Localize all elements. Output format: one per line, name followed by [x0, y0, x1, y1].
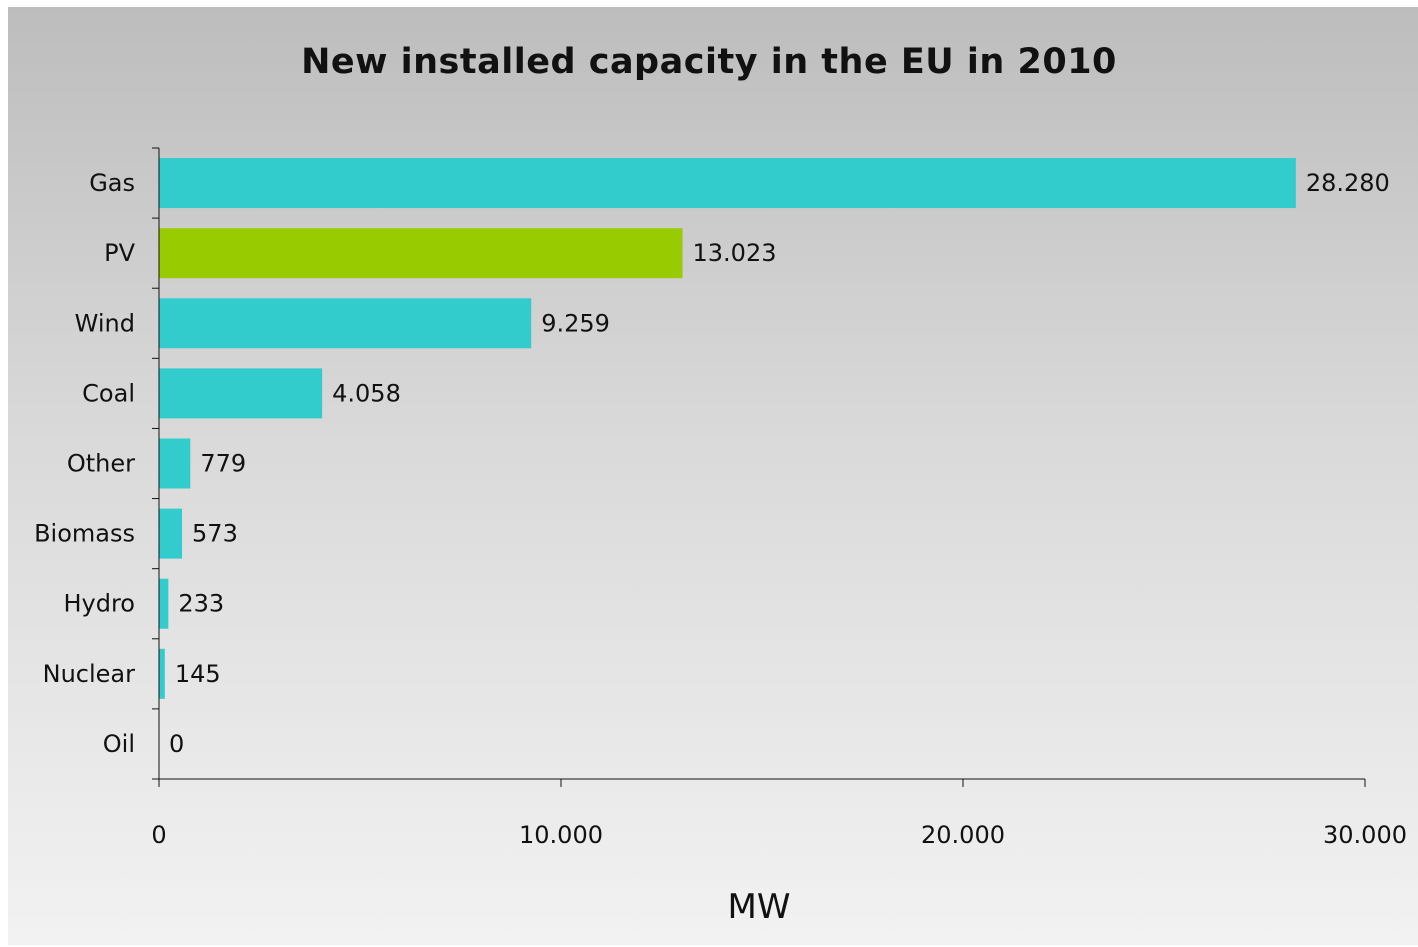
category-label-gas: Gas	[89, 169, 135, 197]
bar-coal	[159, 368, 323, 419]
x-axis-title: MW	[728, 887, 791, 927]
category-label-oil: Oil	[103, 730, 135, 758]
bar-nuclear	[159, 648, 165, 699]
category-label-other: Other	[67, 450, 135, 478]
chart-title: New installed capacity in the EU in 2010	[301, 42, 1117, 82]
bar-wind	[159, 298, 532, 349]
x-tick-label: 10.000	[519, 821, 603, 849]
axes-layer	[152, 147, 1366, 787]
category-label-coal: Coal	[82, 379, 135, 407]
bar-hydro	[159, 578, 169, 629]
value-label-hydro: 233	[178, 590, 224, 618]
x-tick-label: 0	[151, 821, 166, 849]
category-label-biomass: Biomass	[34, 520, 135, 548]
value-label-biomass: 573	[192, 520, 238, 548]
category-label-nuclear: Nuclear	[43, 660, 136, 688]
value-label-wind: 9.259	[541, 309, 610, 337]
value-label-gas: 28.280	[1306, 169, 1390, 197]
value-label-other: 779	[200, 450, 246, 478]
category-label-hydro: Hydro	[63, 590, 135, 618]
category-label-pv: PV	[104, 239, 135, 267]
category-label-wind: Wind	[75, 309, 135, 337]
value-label-coal: 4.058	[332, 379, 401, 407]
labels-layer: Gas 28.280 PV 13.023 Wind 9.259 Coal 4.058 Other…	[34, 169, 1407, 849]
value-label-pv: 13.023	[693, 239, 777, 267]
bar-biomass	[159, 508, 183, 559]
bars-layer	[159, 158, 1296, 699]
x-tick-label: 20.000	[921, 821, 1005, 849]
value-label-oil: 0	[169, 730, 184, 758]
bar-pv	[159, 228, 683, 279]
x-tick-label: 30.000	[1323, 821, 1407, 849]
value-label-nuclear: 145	[175, 660, 221, 688]
bar-gas	[159, 158, 1296, 209]
bar-other	[159, 438, 191, 489]
